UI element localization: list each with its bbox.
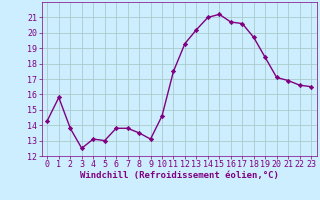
X-axis label: Windchill (Refroidissement éolien,°C): Windchill (Refroidissement éolien,°C) [80, 171, 279, 180]
